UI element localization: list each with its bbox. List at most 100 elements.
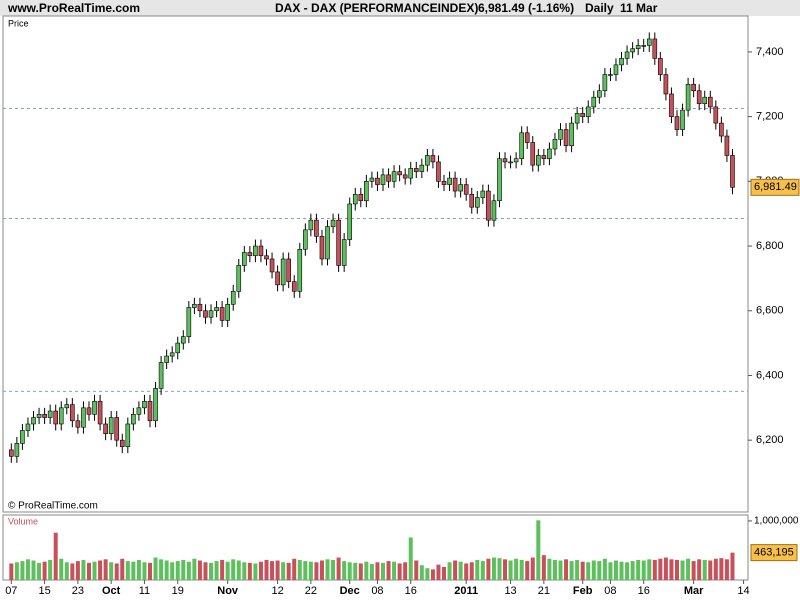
volume-bar xyxy=(564,559,569,580)
x-tick-label: Dec xyxy=(340,585,360,597)
candle-body xyxy=(131,413,136,425)
volume-bar xyxy=(686,558,691,580)
volume-bar xyxy=(586,562,591,580)
volume-bar xyxy=(303,561,308,580)
volume-bar xyxy=(636,559,641,580)
candle-body xyxy=(508,161,513,164)
y-tick-label: 6,800 xyxy=(756,240,784,252)
volume-bar xyxy=(342,561,347,580)
candle-body xyxy=(186,307,192,337)
candle-body xyxy=(330,219,336,227)
volume-bar xyxy=(258,561,263,580)
volume-bar xyxy=(619,561,624,580)
x-tick-label: 12 xyxy=(271,585,283,597)
candle-body xyxy=(486,190,491,221)
candle-body xyxy=(447,177,452,185)
volume-bar xyxy=(81,559,86,580)
candle-body xyxy=(97,401,103,425)
volume-bar xyxy=(20,561,25,580)
volume-bar xyxy=(347,562,352,580)
volume-bar xyxy=(203,562,208,580)
volume-bar xyxy=(552,559,557,580)
volume-bar xyxy=(419,565,424,580)
volume-bar xyxy=(575,559,580,580)
candle-body xyxy=(247,252,253,257)
candle-body xyxy=(436,161,441,182)
volume-bar xyxy=(430,569,435,580)
volume-bar xyxy=(702,559,707,580)
candle-body xyxy=(236,265,242,292)
candle-body xyxy=(47,410,53,418)
volume-bar xyxy=(319,560,324,580)
volume-bar xyxy=(336,557,341,580)
x-tick-label: 22 xyxy=(305,585,317,597)
volume-bar xyxy=(475,559,480,580)
volume-bar xyxy=(491,557,496,580)
candle-body xyxy=(474,197,480,208)
volume-bar xyxy=(220,559,225,580)
candle-body xyxy=(569,122,574,147)
volume-bar xyxy=(358,563,363,580)
volume-bar xyxy=(708,560,713,580)
candle-body xyxy=(641,45,647,47)
candle-body xyxy=(303,229,308,250)
volume-bar xyxy=(292,558,297,580)
volume-bar xyxy=(264,559,269,580)
volume-bar xyxy=(92,561,97,580)
volume-bar xyxy=(275,560,280,580)
candle-body xyxy=(14,443,20,457)
volume-bar xyxy=(375,562,380,580)
volume-bar xyxy=(691,561,696,580)
candle-body xyxy=(691,83,696,92)
candle-body xyxy=(275,271,280,286)
candle-body xyxy=(652,38,658,59)
volume-bar xyxy=(253,563,258,580)
candle-body xyxy=(491,200,497,221)
candle-body xyxy=(147,401,153,422)
volume-bar xyxy=(25,559,30,580)
volume-bar xyxy=(120,558,125,580)
candle-body xyxy=(558,129,563,140)
volume-bar xyxy=(231,559,236,580)
volume-bar xyxy=(425,568,430,580)
volume-bar xyxy=(680,560,685,580)
candle-body xyxy=(613,64,619,75)
candle-body xyxy=(547,148,552,159)
volume-bar xyxy=(503,559,508,580)
volume-bar xyxy=(197,560,202,580)
candle-body xyxy=(319,236,325,260)
period: Daily xyxy=(585,1,614,15)
y-tick-label: 6,200 xyxy=(756,434,784,446)
candle-body xyxy=(86,407,92,415)
volume-bar xyxy=(59,558,64,580)
volume-bar xyxy=(658,558,663,580)
volume-bar xyxy=(480,561,485,580)
volume-bar xyxy=(53,532,58,580)
candle-body xyxy=(341,239,347,266)
volume-bar xyxy=(508,560,513,580)
volume-bar xyxy=(325,559,330,580)
candle-body xyxy=(397,171,402,176)
volume-bar xyxy=(369,564,374,580)
x-tick-label: 14 xyxy=(737,585,749,597)
candle-body xyxy=(380,174,386,185)
volume-bar xyxy=(236,560,241,580)
volume-bar xyxy=(142,562,147,580)
volume-bar xyxy=(719,558,724,580)
volume-bar xyxy=(469,562,474,580)
candle-body xyxy=(591,96,597,108)
candle-body xyxy=(153,388,158,422)
y-tick-label: 1,000,000 xyxy=(754,516,799,527)
candle-body xyxy=(430,155,436,163)
volume-bar xyxy=(580,561,585,580)
volume-bar xyxy=(192,558,197,580)
x-tick-label: Oct xyxy=(102,585,121,597)
candle-body xyxy=(158,362,164,389)
candle-body xyxy=(169,352,175,357)
volume-bar xyxy=(541,555,546,580)
volume-bar xyxy=(48,559,53,580)
candle-body xyxy=(81,407,86,428)
candle-body xyxy=(364,181,369,202)
